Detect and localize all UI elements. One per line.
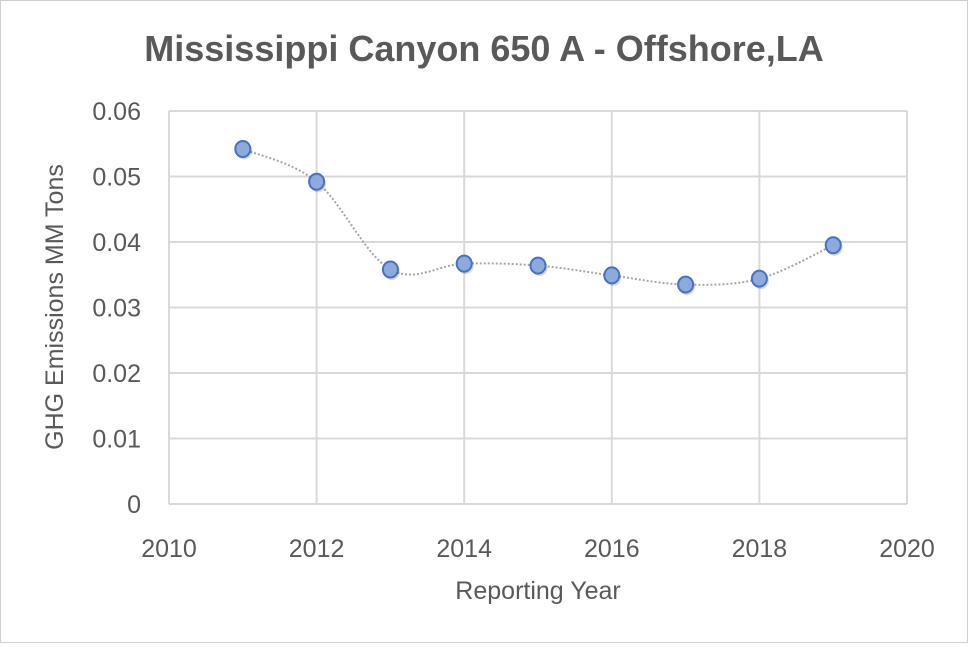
data-point [677, 275, 695, 294]
chart-title: Mississippi Canyon 650 A - Offshore,LA [144, 28, 823, 69]
y-tick-label: 0 [127, 491, 141, 519]
data-point [529, 256, 547, 275]
y-tick-label: 0.02 [92, 360, 141, 388]
data-point [824, 236, 842, 255]
x-tick-label: 2020 [879, 535, 935, 563]
data-point [603, 266, 621, 285]
x-axis-label: Reporting Year [455, 577, 620, 605]
x-tick-label: 2018 [732, 535, 788, 563]
series-line [242, 148, 834, 286]
x-tick-label: 2010 [141, 535, 197, 563]
data-point [308, 172, 326, 191]
y-tick-label: 0.04 [92, 229, 141, 257]
data-point [750, 269, 768, 288]
x-tick-label: 2012 [289, 535, 345, 563]
y-tick-label: 0.03 [92, 295, 141, 323]
data-point [234, 139, 252, 158]
x-tick-label: 2014 [436, 535, 492, 563]
y-axis-label: GHG Emissions MM Tons [41, 164, 69, 450]
y-tick-label: 0.01 [92, 426, 141, 454]
x-tick-label: 2016 [584, 535, 640, 563]
y-tick-label: 0.06 [92, 98, 141, 126]
data-point [381, 260, 399, 279]
y-tick-label: 0.05 [92, 164, 141, 192]
data-point [455, 254, 473, 273]
